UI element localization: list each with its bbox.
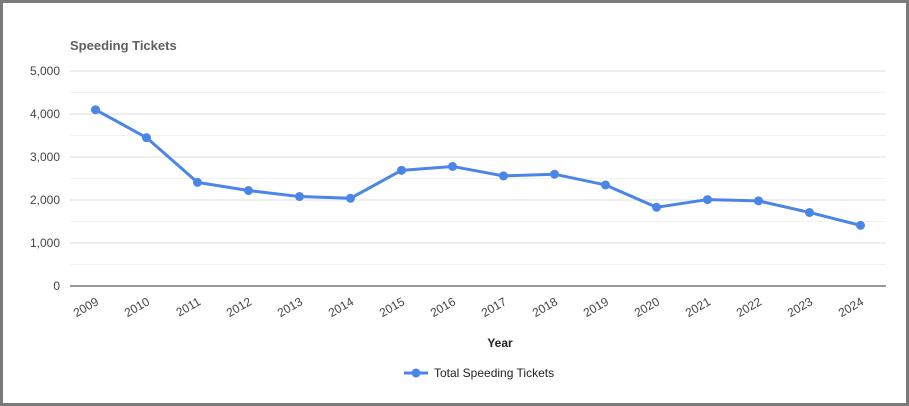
data-point[interactable] [193,177,202,187]
data-point[interactable] [91,105,100,115]
data-point[interactable] [346,193,355,203]
x-tick-label: 2016 [428,294,458,320]
data-point[interactable] [856,220,865,230]
data-point[interactable] [550,169,559,179]
data-point[interactable] [142,133,151,143]
x-tick-label: 2021 [683,294,713,320]
y-axis-ticks: 0 1,000 2,000 3,000 4,000 5,000 [30,64,60,293]
data-point[interactable] [448,161,457,171]
x-tick-label: 2019 [581,294,611,320]
data-point[interactable] [652,202,661,212]
data-point[interactable] [805,207,814,217]
y-tick-label: 4,000 [30,107,60,121]
x-tick-label: 2010 [122,294,152,320]
y-tick-label: 1,000 [30,236,60,250]
x-tick-label: 2013 [275,294,305,320]
y-tick-label: 3,000 [30,150,60,164]
y-tick-label: 0 [53,279,60,293]
x-tick-label: 2023 [785,294,815,320]
y-tick-label: 2,000 [30,193,60,207]
x-tick-label: 2022 [734,294,764,320]
series-lines [91,105,865,230]
data-point[interactable] [703,195,712,205]
y-tick-label: 5,000 [30,64,60,78]
data-point[interactable] [397,165,406,175]
x-tick-label: 2024 [836,294,866,320]
x-tick-label: 2017 [479,294,509,320]
x-tick-label: 2009 [71,294,101,320]
data-point[interactable] [295,192,304,202]
data-point[interactable] [244,186,253,196]
legend-label: Total Speeding Tickets [434,366,554,380]
x-axis-ticks: 2009 2010 2011 2012 2013 2014 2015 2016 2017 2018… [71,294,866,320]
data-point[interactable] [601,180,610,190]
x-tick-label: 2012 [224,294,254,320]
legend-marker [411,368,421,378]
data-point[interactable] [754,196,763,206]
x-tick-label: 2018 [530,294,560,320]
x-axis-title: Year [487,336,513,350]
legend[interactable]: Total Speeding Tickets [404,366,554,380]
chart-title: Speeding Tickets [70,38,177,53]
series-line [94,108,861,227]
x-tick-label: 2011 [174,294,204,319]
x-tick-label: 2015 [377,294,407,320]
x-tick-label: 2014 [326,294,356,320]
gridlines [70,70,886,265]
data-point[interactable] [499,171,508,181]
x-tick-label: 2020 [632,294,662,320]
